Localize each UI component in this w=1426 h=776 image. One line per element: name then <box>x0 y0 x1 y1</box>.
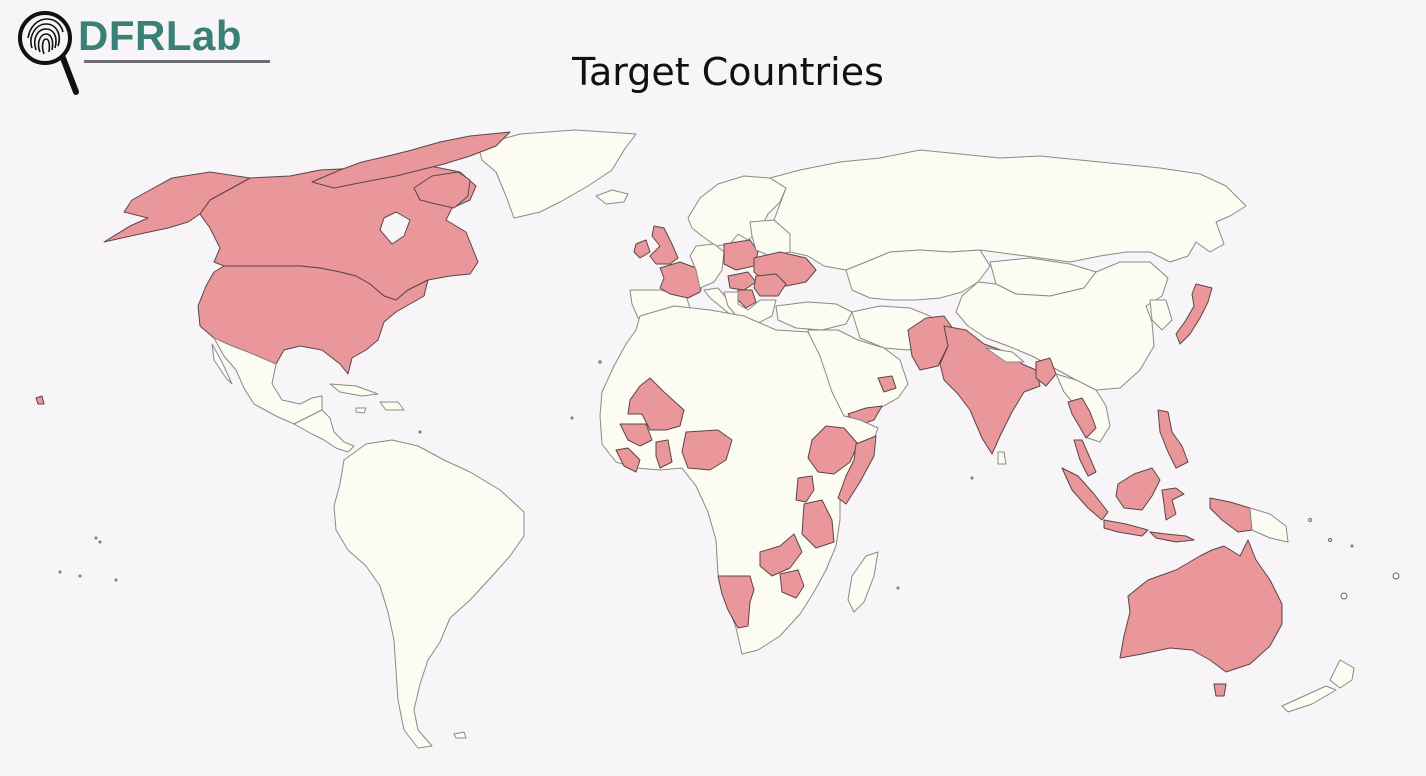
island-pacific <box>98 540 102 544</box>
island-pacific-east <box>1340 592 1348 600</box>
country-nigeria <box>681 429 733 471</box>
country-cuba <box>329 383 379 397</box>
country-usa-hawaii <box>35 395 45 405</box>
country-oman <box>877 375 897 393</box>
island-pacific <box>94 536 98 540</box>
country-united-kingdom <box>649 225 679 265</box>
brand-underline <box>84 60 270 63</box>
island-pacific-east <box>1392 572 1400 580</box>
island-pacific-east <box>1328 538 1332 542</box>
country-indonesia-borneo <box>1115 467 1161 511</box>
country-canada-baffin <box>413 171 471 209</box>
brand-name: DFRLab <box>78 12 242 59</box>
country-uganda-rwanda <box>795 475 815 503</box>
country-iceland <box>595 189 629 205</box>
country-france <box>659 261 705 299</box>
island-canaries <box>598 360 602 364</box>
country-guinea <box>619 423 653 447</box>
page-title: Target Countries <box>572 50 884 94</box>
country-bangladesh <box>1035 357 1057 387</box>
country-indonesia-papua <box>1209 497 1253 533</box>
country-jamaica <box>355 407 367 414</box>
country-canada-arctic <box>311 131 511 189</box>
region-central-europe <box>689 243 725 289</box>
country-poland <box>723 239 759 271</box>
country-romania <box>753 273 787 297</box>
country-ireland <box>633 239 651 259</box>
country-turkey <box>775 301 853 331</box>
island-pacific <box>78 574 82 578</box>
country-mali <box>627 377 685 431</box>
dfrlab-logo: DFRLab <box>14 8 284 98</box>
country-usa-alaska <box>103 171 251 243</box>
country-indonesia-sumatra <box>1061 467 1109 521</box>
country-indonesia-sulawesi <box>1161 487 1185 521</box>
country-australia <box>1119 539 1283 673</box>
country-ethiopia <box>807 425 859 475</box>
continent-africa <box>599 305 879 655</box>
country-falklands <box>453 731 467 739</box>
country-nepal <box>985 347 1025 363</box>
country-new-zealand <box>1329 659 1355 689</box>
country-philippines <box>1157 409 1189 469</box>
country-tanzania <box>801 499 835 549</box>
country-ghana <box>655 439 673 469</box>
country-zambia-malawi <box>759 533 803 577</box>
country-mexico <box>211 337 323 425</box>
continent-south-america <box>333 439 525 749</box>
country-namibia <box>717 575 755 629</box>
country-russia <box>769 149 1247 271</box>
island-cape-verde <box>570 416 574 420</box>
country-hispaniola <box>379 401 405 411</box>
country-malaysia <box>1073 439 1097 477</box>
island-maldives <box>970 476 974 480</box>
country-madagascar <box>847 551 879 613</box>
country-sri-lanka <box>997 451 1007 465</box>
region-central-america <box>293 409 355 453</box>
country-greenland <box>477 129 637 219</box>
country-australia-tasmania <box>1213 683 1227 697</box>
country-new-zealand-south <box>1281 685 1337 713</box>
country-hungary <box>727 271 757 291</box>
country-somalia <box>837 435 877 505</box>
country-thailand <box>1067 397 1097 439</box>
country-indonesia-java <box>1103 519 1149 537</box>
country-sierra-leone-liberia <box>615 447 641 473</box>
island-caribbean <box>418 430 422 434</box>
country-china <box>955 261 1169 391</box>
island-pacific <box>58 570 62 574</box>
region-korea <box>1149 299 1173 331</box>
country-indonesia-lesser-sunda <box>1149 531 1195 543</box>
island-pacific-east <box>1308 518 1312 522</box>
island-pacific-east <box>1350 544 1354 548</box>
country-zimbabwe <box>779 569 805 599</box>
country-papua-new-guinea <box>1249 507 1289 543</box>
island-pacific <box>114 578 118 582</box>
fingerprint-magnifier-icon <box>18 11 79 95</box>
country-japan <box>1175 283 1213 345</box>
island-mascarene <box>896 586 900 590</box>
